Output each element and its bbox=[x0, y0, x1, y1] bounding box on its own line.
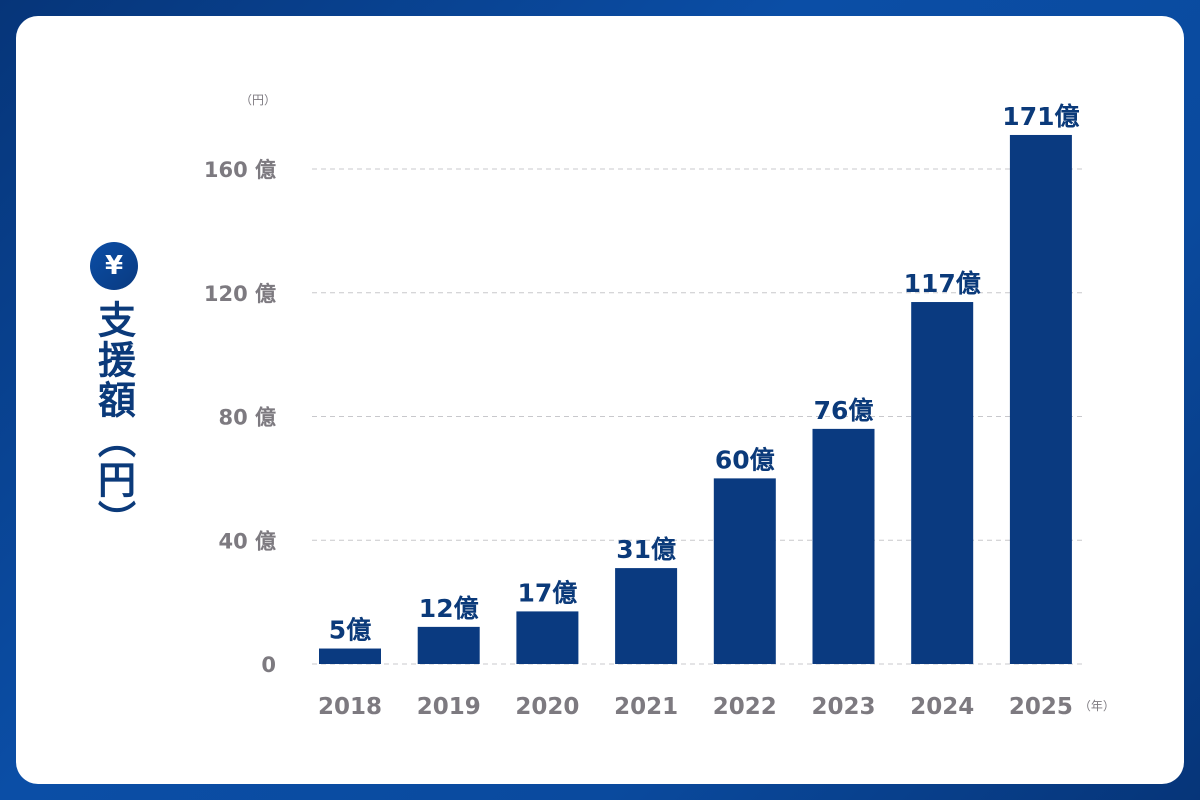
x-tick-label: 2019 bbox=[417, 694, 481, 720]
y-unit-label: （円） bbox=[240, 93, 276, 107]
x-tick-label: 2021 bbox=[614, 694, 678, 720]
bar bbox=[1009, 134, 1072, 664]
data-label: 60億 bbox=[715, 445, 775, 474]
x-tick-label: 2024 bbox=[910, 694, 974, 720]
chart-card bbox=[16, 16, 1184, 784]
x-tick-label: 2018 bbox=[318, 694, 382, 720]
y-axis-title-text: 支援額（円） bbox=[91, 300, 136, 540]
y-tick-label: 0 bbox=[261, 653, 276, 677]
bar bbox=[812, 428, 875, 664]
data-label: 171億 bbox=[1002, 102, 1079, 131]
x-tick-label: 2025 bbox=[1009, 694, 1073, 720]
data-label: 17億 bbox=[518, 578, 578, 607]
y-tick-label: 160 億 bbox=[204, 158, 276, 182]
data-label: 5億 bbox=[329, 616, 371, 645]
bar bbox=[417, 626, 480, 664]
data-label: 12億 bbox=[419, 594, 479, 623]
x-unit-label: （年） bbox=[1079, 699, 1115, 713]
y-tick-label: 40 億 bbox=[218, 529, 276, 553]
data-label: 76億 bbox=[814, 396, 874, 425]
y-axis-title: ¥ 支援額（円） bbox=[86, 242, 142, 540]
data-label: 31億 bbox=[616, 535, 676, 564]
bar bbox=[615, 568, 678, 664]
bar bbox=[911, 302, 974, 664]
bar bbox=[319, 648, 381, 664]
bar bbox=[516, 611, 579, 664]
y-tick-label: 120 億 bbox=[204, 282, 276, 306]
x-tick-label: 2023 bbox=[811, 694, 875, 720]
y-tick-label: 80 億 bbox=[218, 406, 276, 430]
x-tick-label: 2022 bbox=[713, 694, 777, 720]
yen-circle-icon: ¥ bbox=[90, 242, 138, 290]
x-tick-label: 2020 bbox=[515, 694, 579, 720]
bar bbox=[713, 478, 776, 664]
data-label: 117億 bbox=[904, 269, 981, 298]
